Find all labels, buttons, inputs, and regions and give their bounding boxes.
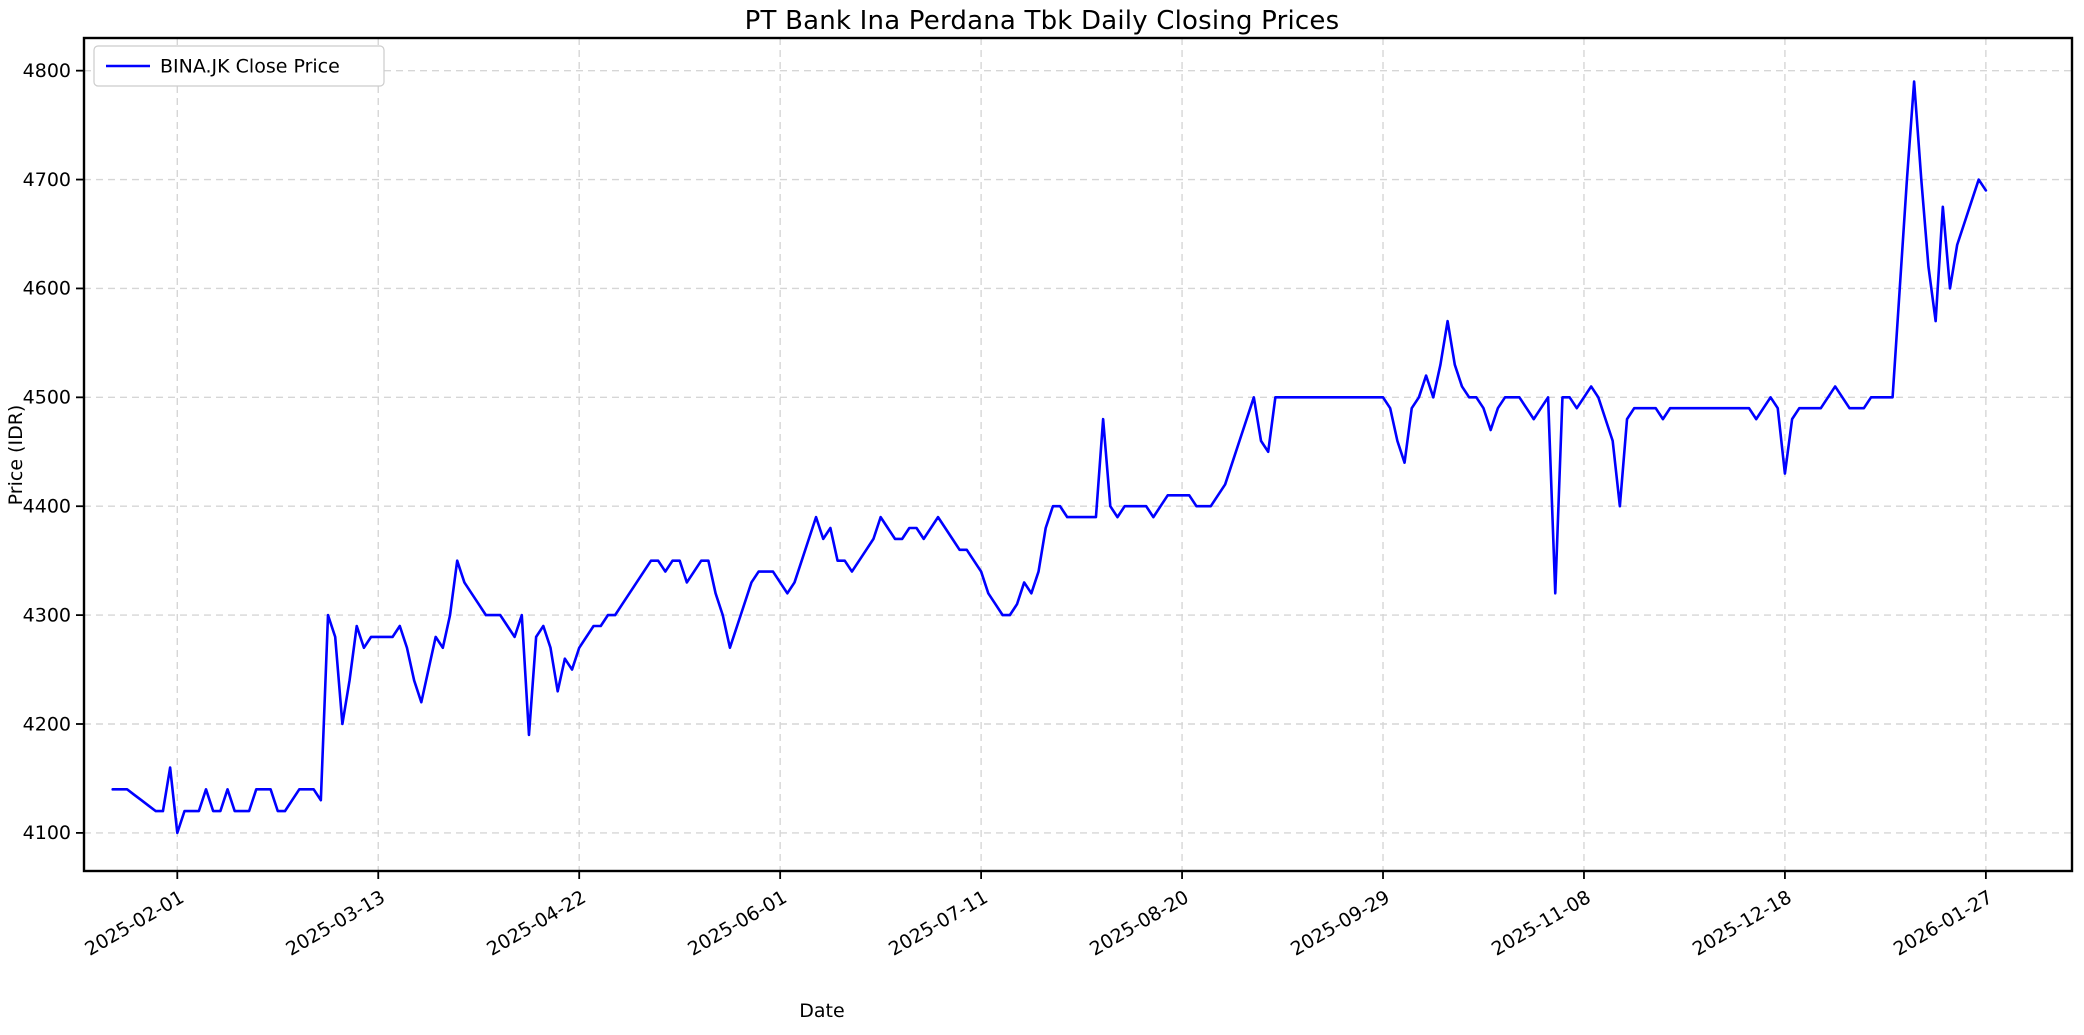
legend-label-bina-jk-close-price: BINA.JK Close Price [160,56,340,78]
y-tick-label: 4200 [23,713,71,735]
chart-title: PT Bank Ina Perdana Tbk Daily Closing Pr… [744,6,1340,36]
y-tick-label: 4100 [23,822,71,844]
y-axis-ticks: 4100 4200 4300 4400 4500 4600 4700 4800 [23,60,84,844]
chart-legend[interactable]: BINA.JK Close Price [93,45,385,87]
y-tick-label: 4300 [23,604,71,626]
x-axis-ticks: 2025-02-01 2025-03-13 2025-04-22 2025-06-01… [81,871,1996,961]
y-tick-label: 4700 [23,169,71,191]
x-axis-title: Date [799,1000,844,1022]
y-tick-label: 4800 [23,60,71,82]
x-tick-label: 2025-03-13 [282,886,389,960]
x-tick-label: 2025-04-22 [483,886,590,960]
y-tick-label: 4500 [23,387,71,409]
data-series-group [111,80,1988,835]
x-tick-label: 2025-07-11 [885,886,992,960]
x-tick-label: 2025-09-29 [1287,886,1394,960]
x-tick-label: 2025-06-01 [684,886,791,960]
y-tick-label: 4600 [23,278,71,300]
axes-frame [82,36,2074,873]
x-tick-label: 2026-01-27 [1890,886,1997,960]
y-axis-title: Price (IDR) [5,405,27,506]
x-tick-label: 2025-08-20 [1086,886,1193,960]
x-tick-label: 2025-12-18 [1689,886,1796,960]
x-tick-label: 2025-11-08 [1488,886,1595,960]
grid-lines [84,38,2072,871]
x-tick-label: 2025-02-01 [81,886,188,960]
y-tick-label: 4400 [23,495,71,517]
